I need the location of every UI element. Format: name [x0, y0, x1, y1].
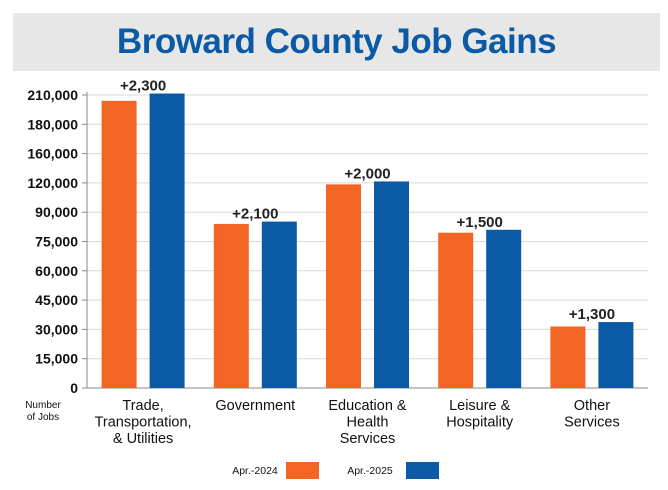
y-tick-label: 160,000 [27, 146, 78, 162]
y-tick-label: 75,000 [35, 234, 78, 250]
y-axis-title: Number of Jobs [25, 400, 61, 423]
bar-2025 [598, 322, 634, 388]
y-axis-ticks: 0 15,000 30,000 45,000 60,000 75,000 90,000 120… [27, 87, 78, 396]
chart-title: Broward County Job Gains [116, 22, 557, 61]
bar-2024 [101, 100, 137, 389]
data-label: +1,300 [569, 306, 615, 323]
bar-2024 [213, 223, 249, 388]
bar-2024 [326, 184, 361, 388]
category-label: Leisure & Hospitality [446, 398, 514, 431]
data-label: +1,500 [457, 214, 503, 231]
y-tick-label: 15,000 [35, 351, 78, 367]
bar-2024 [438, 232, 474, 388]
category-label: Government [215, 398, 295, 414]
legend-swatch [286, 462, 319, 479]
category-label: Trade, Transportation, & Utilities [95, 398, 192, 447]
y-axis-label: Number of Jobs [25, 400, 61, 423]
bar-2025 [374, 181, 409, 388]
y-tick-label: 60,000 [35, 263, 78, 279]
category-label: Education & Health Services [328, 398, 407, 447]
bar-2024 [550, 326, 586, 388]
y-tick-label: 0 [70, 380, 78, 396]
category-labels: Trade, Transportation, & Utilities Governme… [95, 398, 620, 447]
legend-swatch [406, 462, 439, 479]
legend: Apr.-2024 Apr.-2025 [232, 462, 439, 479]
data-label: +2,100 [232, 206, 278, 223]
y-tick-label: 120,000 [27, 175, 78, 191]
category-label: Other Services [564, 398, 620, 431]
bar-2025 [261, 221, 297, 388]
y-tick-label: 45,000 [35, 292, 78, 308]
legend-label: Apr.-2025 [347, 465, 393, 477]
data-labels: +2,300 +2,100 +2,000 +1,500 +1,300 [120, 78, 615, 324]
title-bar: Broward County Job Gains [13, 13, 660, 71]
data-label: +2,000 [344, 165, 390, 182]
data-label: +2,300 [120, 78, 166, 95]
bar-2025 [486, 229, 522, 388]
bars [101, 93, 634, 389]
y-tick-label: 180,000 [27, 116, 78, 132]
y-tick-label: 90,000 [35, 204, 78, 220]
bar-2025 [149, 93, 185, 388]
y-tick-label: 30,000 [35, 321, 78, 337]
y-tick-label: 210,000 [27, 87, 78, 103]
legend-label: Apr.-2024 [232, 465, 278, 477]
